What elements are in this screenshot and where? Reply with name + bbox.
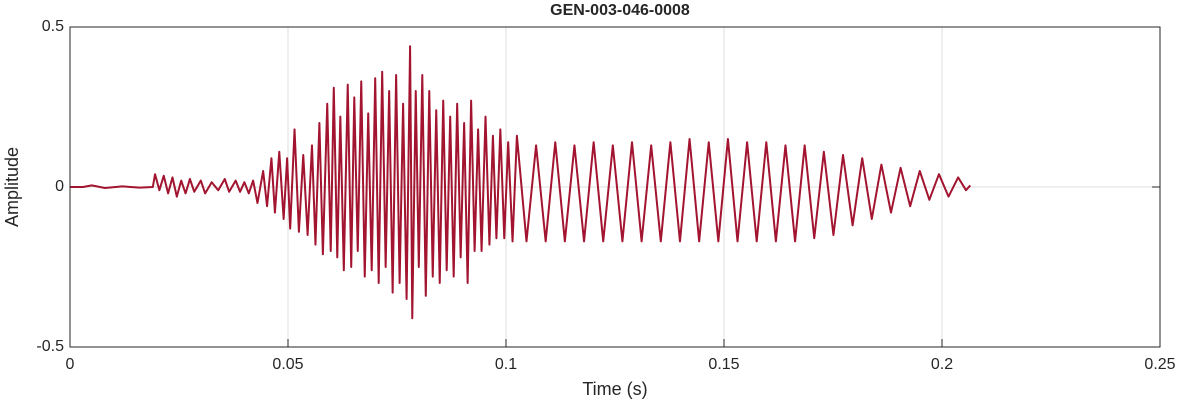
waveform [70, 45, 972, 320]
y-tick-label: 0.5 [42, 18, 64, 35]
series [70, 45, 972, 320]
x-tick-label: 0.2 [931, 356, 953, 373]
x-tick-label: 0.25 [1144, 356, 1175, 373]
y-tick-label: 0 [55, 178, 64, 195]
x-tick-label: 0.05 [272, 356, 303, 373]
plot-frame [69, 26, 1161, 348]
y-axis-label: Amplitude [2, 147, 22, 227]
y-tick-label: -0.5 [36, 338, 64, 355]
x-tick-label: 0.1 [495, 356, 517, 373]
x-tick-label: 0.15 [708, 356, 739, 373]
x-tick-label: 0 [66, 356, 75, 373]
chart-title: GEN-003-046-0008 [550, 2, 690, 19]
x-axis-label: Time (s) [582, 379, 647, 399]
